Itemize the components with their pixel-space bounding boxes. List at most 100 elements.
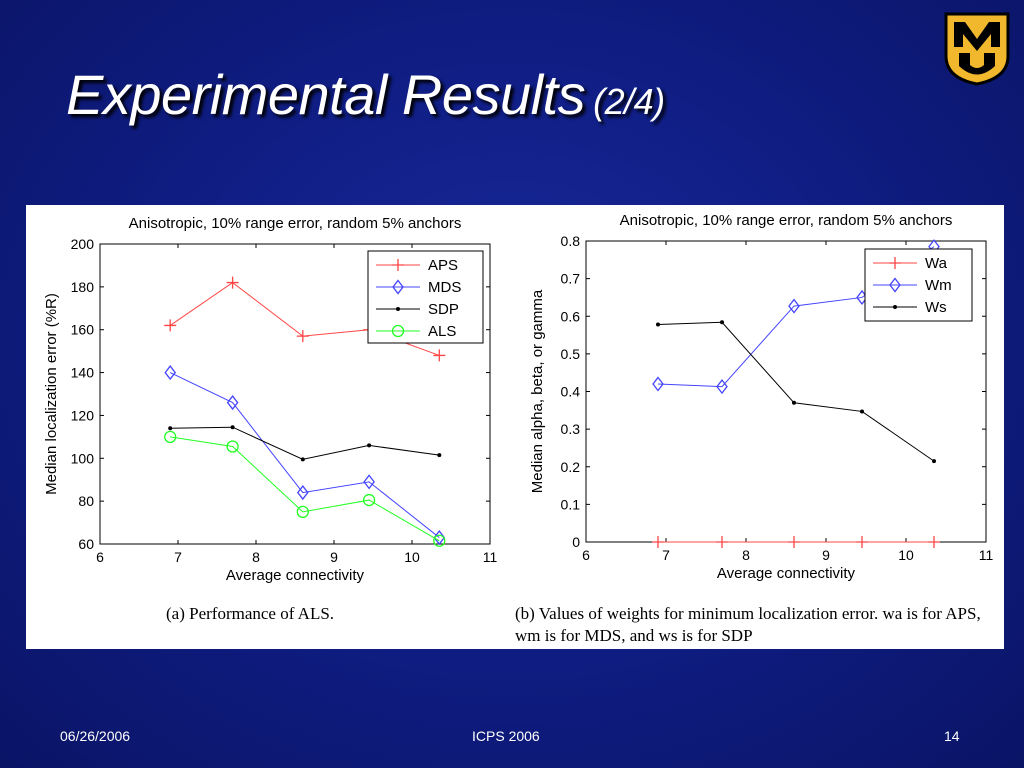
y-tick-label: 140	[71, 365, 95, 381]
y-tick-label: 0.8	[561, 233, 581, 249]
y-tick-label: 0.1	[561, 496, 581, 512]
caption-a: (a) Performance of ALS.	[166, 604, 335, 623]
legend-marker-wa	[889, 257, 901, 269]
legend-label-aps: APS	[428, 257, 458, 274]
legend-label-mds: MDS	[428, 279, 461, 296]
legend: Wa Wm Ws	[864, 248, 973, 322]
x-tick-label: 8	[742, 547, 750, 563]
data-point-als	[164, 430, 177, 444]
legend-label-sdp: SDP	[428, 301, 459, 318]
y-tick-label: 0	[572, 534, 580, 550]
data-point-sdp	[437, 453, 442, 458]
y-axis-label: Median alpha, beta, or gamma	[529, 289, 546, 493]
data-point-mds	[226, 395, 239, 411]
y-axis-label: Median localization error (%R)	[43, 293, 60, 495]
data-point-als	[296, 505, 309, 519]
legend-marker-aps	[392, 259, 404, 271]
data-point-als	[433, 534, 446, 547]
x-tick-label: 8	[252, 549, 260, 565]
x-tick-label: 11	[483, 549, 498, 565]
data-point-wa	[652, 536, 664, 548]
series-als	[164, 430, 446, 547]
series-sdp	[168, 425, 442, 462]
y-tick-label: 0.5	[561, 346, 581, 362]
x-tick-label: 10	[404, 549, 420, 565]
footer-conference: ICPS 2006	[472, 728, 540, 744]
charts-svg: Anisotropic, 10% range error, random 5% …	[43, 212, 993, 584]
legend-label-als: ALS	[428, 323, 456, 340]
x-tick-label: 7	[662, 547, 670, 563]
x-tick-label: 11	[979, 547, 994, 563]
data-point-aps	[164, 319, 177, 332]
data-point-ws	[932, 459, 936, 464]
data-point-aps	[433, 349, 446, 362]
data-point-wm	[788, 298, 800, 314]
x-tick-label: 6	[96, 549, 104, 565]
y-tick-label: 160	[71, 322, 95, 338]
data-point-mds	[164, 365, 177, 381]
data-point-mds	[296, 485, 309, 501]
y-tick-label: 0.7	[561, 271, 581, 287]
data-point-sdp	[168, 426, 173, 431]
x-axis-label: Average connectivity	[226, 567, 365, 584]
axes-box	[99, 243, 491, 545]
series-line-als	[170, 436, 440, 542]
chart-title: Anisotropic, 10% range error, random 5% …	[129, 215, 462, 232]
y-tick-label: 120	[71, 407, 95, 423]
x-tick-label: 7	[174, 549, 182, 565]
legend-marker-mds	[392, 279, 404, 295]
data-point-wm	[716, 379, 728, 395]
x-tick-label: 9	[822, 547, 830, 563]
y-tick-label: 60	[78, 536, 94, 552]
data-point-als	[362, 493, 376, 507]
chart-performance-als: Anisotropic, 10% range error, random 5% …	[43, 215, 497, 584]
legend-marker-ws	[893, 305, 897, 309]
data-point-aps	[296, 330, 309, 343]
y-tick-label: 80	[78, 493, 94, 509]
legend-box	[367, 250, 484, 344]
y-tick-label: 200	[71, 236, 95, 252]
series-line-ws	[657, 321, 935, 462]
footer-page-number: 14	[944, 728, 960, 744]
data-point-wa	[716, 536, 728, 548]
series-mds	[164, 365, 446, 546]
data-point-ws	[792, 400, 796, 405]
legend-marker-als	[391, 324, 405, 338]
data-point-wm	[652, 376, 664, 392]
logo-u	[959, 53, 995, 75]
logo-m	[954, 22, 1000, 51]
y-tick-label: 0.2	[561, 459, 581, 475]
data-point-sdp	[367, 443, 372, 448]
series-line-mds	[169, 372, 440, 538]
legend-marker-sdp	[396, 307, 400, 311]
title-text: Experimental Results	[66, 63, 586, 126]
legend-label-wa: Wa	[925, 255, 948, 272]
slide-title: Experimental Results (2/4)	[66, 62, 665, 127]
y-tick-label: 0.4	[561, 384, 581, 400]
data-point-mds	[433, 530, 446, 546]
legend-marker-wm	[889, 277, 901, 293]
university-logo	[944, 12, 1010, 86]
footer-date: 06/26/2006	[60, 728, 131, 744]
chart-weights: Anisotropic, 10% range error, random 5% …	[529, 212, 993, 582]
data-point-ws	[860, 409, 864, 414]
data-point-aps	[226, 276, 239, 289]
legend-label-wm: Wm	[925, 277, 952, 294]
x-tick-label: 9	[330, 549, 338, 565]
series-wa	[652, 536, 940, 548]
chart-title: Anisotropic, 10% range error, random 5% …	[620, 212, 953, 229]
title-suffix: (2/4)	[593, 81, 665, 122]
caption-b: (b) Values of weights for minimum locali…	[515, 604, 981, 645]
data-point-wa	[856, 536, 868, 548]
legend: APS MDS SDP ALS	[367, 250, 484, 344]
y-tick-label: 0.6	[561, 308, 581, 324]
x-tick-label: 10	[898, 547, 914, 563]
y-tick-label: 180	[71, 279, 95, 295]
y-tick-label: 0.3	[561, 421, 581, 437]
data-point-mds	[363, 474, 375, 490]
data-point-als	[226, 440, 239, 453]
data-point-ws	[656, 322, 660, 327]
data-point-ws	[720, 320, 724, 325]
series-ws	[656, 320, 936, 464]
x-tick-label: 6	[582, 547, 590, 563]
